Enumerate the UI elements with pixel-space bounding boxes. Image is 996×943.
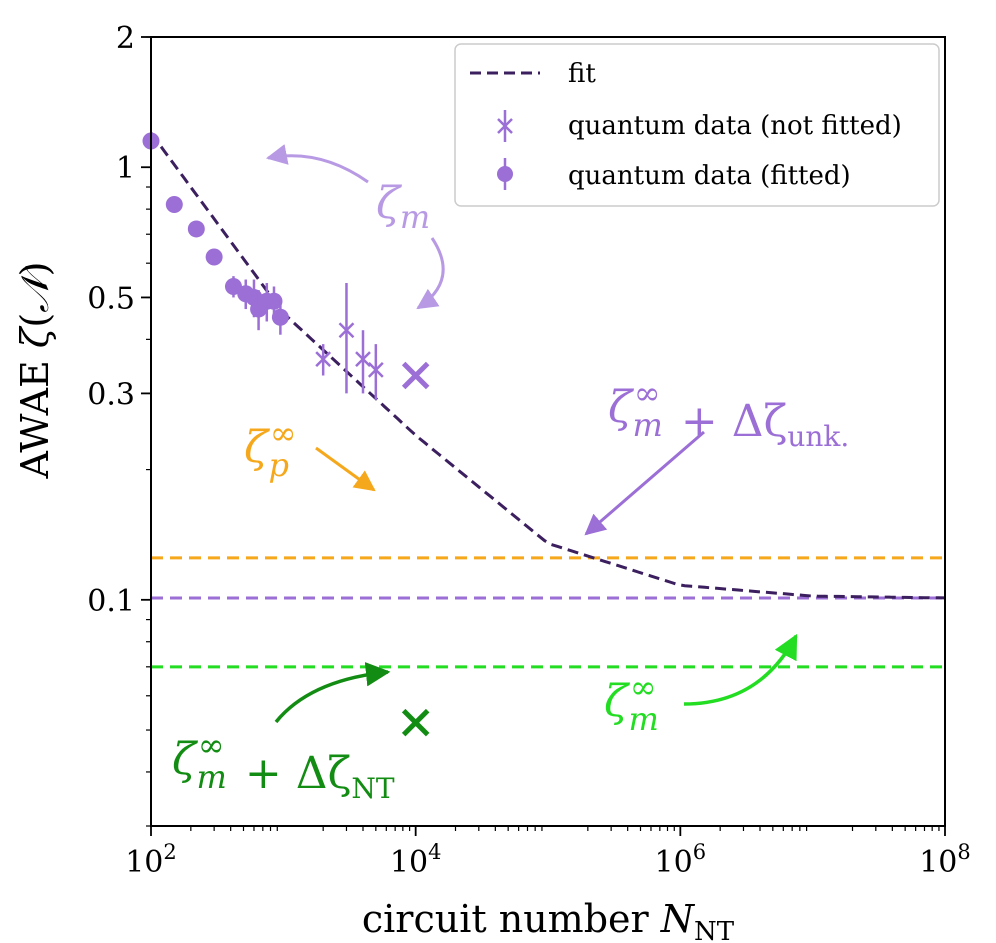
y-tick-label: 0.5 [87, 281, 135, 316]
arrow-zeta-nt [274, 662, 391, 724]
data-point-fitted [165, 196, 183, 214]
annotations: ζm ζ∞ p ζ∞ m + Δζunk. ζ∞ m + ΔζNT ζ∞ m [172, 144, 849, 805]
data-point-not-fitted [338, 322, 355, 339]
y-axis-title: AWAE ζ(𝒩) [13, 262, 57, 480]
y-tick-label: 2 [116, 21, 135, 56]
axes: 102 104 106 108 2 1 0.5 0.3 0.1 [87, 21, 971, 880]
data-point-fitted [205, 248, 223, 266]
annotation-zeta-p-inf: ζ∞ p [244, 414, 297, 484]
x-stroke [315, 351, 332, 368]
data-point-fitted [187, 220, 205, 238]
arrow-zeta-m-inf [683, 633, 798, 706]
legend-not-fitted-label: quantum data (not fitted) [568, 111, 902, 141]
y-tick-label: 0.1 [87, 584, 135, 619]
legend-box [454, 43, 940, 207]
annotation-zeta-nt: ζ∞ m + ΔζNT [172, 726, 395, 805]
arrow-zeta-unk [584, 430, 705, 536]
x-marker-1 [401, 708, 430, 737]
annotation-zeta-m-inf: ζ∞ m [604, 668, 659, 738]
arrow-zeta-m-to-data [416, 237, 445, 310]
y-tick-label: 1 [116, 151, 135, 186]
legend-fitted-swatch [497, 158, 513, 190]
plot-frame [150, 36, 946, 827]
annotation-zeta-m: ζm [376, 178, 430, 236]
legend: fit quantum data (not fitted) quantum da… [454, 43, 940, 207]
x-axis-title: circuit number NNT [362, 897, 735, 943]
annotation-zeta-unk: ζ∞ m + Δζunk. [608, 374, 849, 453]
arrow-zeta-p-inf [315, 446, 376, 492]
data-point-fitted [271, 308, 289, 326]
x-stroke [338, 322, 355, 339]
y-tick-label: 0.3 [87, 377, 135, 412]
legend-fitted-label: quantum data (fitted) [568, 161, 851, 191]
x-tick-label: 102 [125, 840, 177, 880]
x-marker-0 [401, 361, 430, 390]
x-stroke [401, 361, 430, 390]
arrow-zeta-m-to-curve [265, 144, 369, 184]
data-point-not-fitted [367, 362, 384, 378]
x-tick-label: 108 [919, 840, 971, 880]
data-point-fitted [224, 277, 242, 295]
legend-not-fitted-swatch [497, 110, 513, 142]
data-point-not-fitted [355, 351, 371, 368]
plot-area [142, 132, 946, 737]
x-stroke [367, 362, 384, 378]
legend-fit-label: fit [568, 59, 596, 89]
data-point-not-fitted [315, 351, 332, 368]
data-point-fitted [265, 292, 283, 310]
x-stroke [355, 351, 371, 368]
x-tick-label: 106 [655, 840, 707, 880]
x-tick-label: 104 [390, 840, 442, 880]
x-stroke [401, 708, 430, 737]
